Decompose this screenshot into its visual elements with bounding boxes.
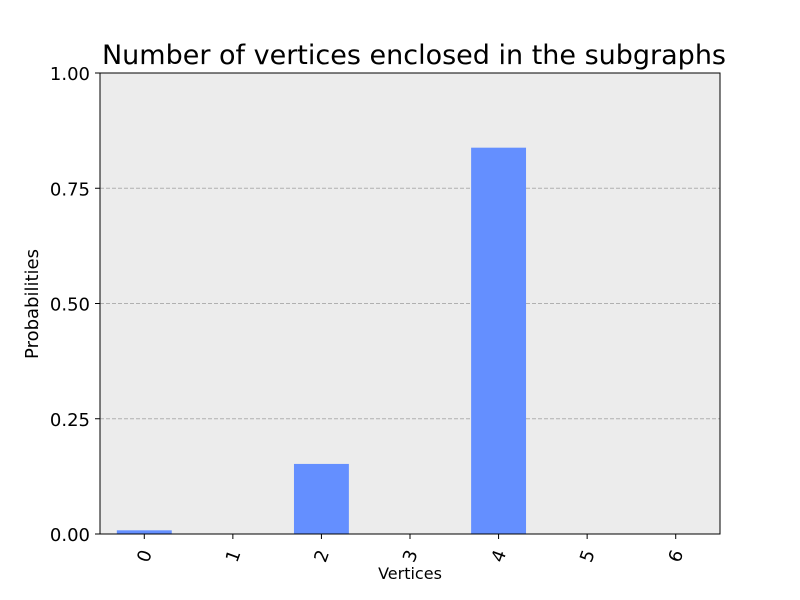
y-axis-ticks: 0.00 0.25 0.50 0.75 1.00	[50, 64, 100, 546]
bar-4	[471, 147, 527, 534]
bars	[116, 147, 527, 534]
chart-title: Number of vertices enclosed in the subgr…	[102, 40, 726, 71]
x-tick-label: 2	[310, 547, 334, 565]
y-axis-label: Probabilities	[22, 249, 43, 359]
y-tick-label: 0.00	[50, 525, 90, 546]
x-tick-label: 3	[399, 547, 423, 565]
bar-0	[116, 530, 172, 534]
y-tick-label: 0.25	[50, 410, 90, 431]
x-axis-ticks: 0 1 2 3 4 5 6	[133, 534, 688, 565]
x-tick-label: 0	[133, 547, 157, 565]
x-axis-label: Vertices	[378, 564, 442, 583]
bar-2	[293, 463, 349, 534]
x-tick-label: 6	[665, 547, 689, 565]
x-tick-label: 1	[222, 547, 246, 565]
x-tick-label: 4	[487, 547, 511, 565]
y-tick-label: 1.00	[50, 64, 90, 85]
x-tick-label: 5	[576, 547, 600, 565]
y-tick-label: 0.50	[50, 295, 90, 316]
y-tick-label: 0.75	[50, 179, 90, 200]
